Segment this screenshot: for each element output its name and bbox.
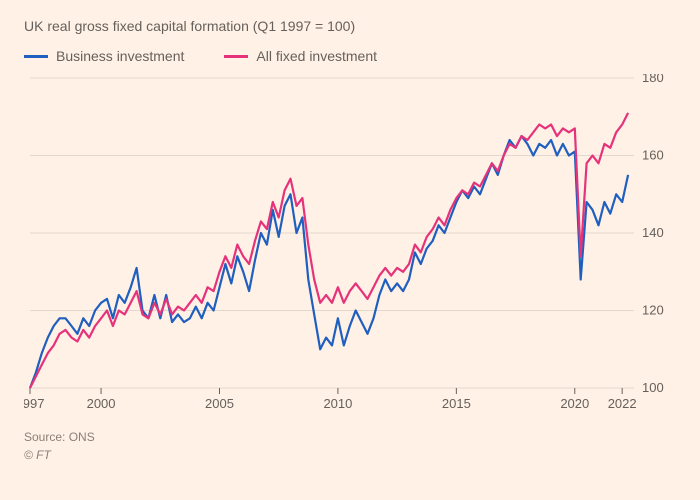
- x-tick-label: 2000: [87, 396, 116, 411]
- legend-swatch-allfixed: [224, 55, 248, 58]
- x-tick-label: 2005: [205, 396, 234, 411]
- x-tick-label: 2015: [442, 396, 471, 411]
- series-all-fixed-investment: [30, 113, 628, 388]
- chart-legend: Business investment All fixed investment: [24, 48, 676, 64]
- legend-label-allfixed: All fixed investment: [256, 48, 377, 64]
- chart-container: UK real gross fixed capital formation (Q…: [0, 0, 700, 500]
- legend-label-business: Business investment: [56, 48, 184, 64]
- y-tick-label: 180: [642, 74, 664, 85]
- legend-swatch-business: [24, 55, 48, 58]
- y-tick-label: 120: [642, 303, 664, 318]
- x-tick-label: 2010: [323, 396, 352, 411]
- y-tick-label: 160: [642, 148, 664, 163]
- y-tick-label: 100: [642, 380, 664, 395]
- plot-svg: 100 120 140 160 180 1997 2000 2005 2010 2015 2020 2…: [24, 74, 676, 414]
- chart-footer: Source: ONS © FT: [24, 428, 676, 464]
- source-label: Source: ONS: [24, 428, 676, 446]
- legend-item-business: Business investment: [24, 48, 184, 64]
- copyright-label: © FT: [24, 446, 676, 464]
- x-tick-label: 2022: [608, 396, 637, 411]
- legend-item-allfixed: All fixed investment: [224, 48, 377, 64]
- series-business-investment: [30, 136, 628, 388]
- plot-area: 100 120 140 160 180 1997 2000 2005 2010 2015 2020 2…: [24, 74, 676, 414]
- x-tick-label: 1997: [24, 396, 44, 411]
- x-tick-label: 2020: [560, 396, 589, 411]
- chart-subtitle: UK real gross fixed capital formation (Q…: [24, 18, 676, 34]
- y-tick-label: 140: [642, 225, 664, 240]
